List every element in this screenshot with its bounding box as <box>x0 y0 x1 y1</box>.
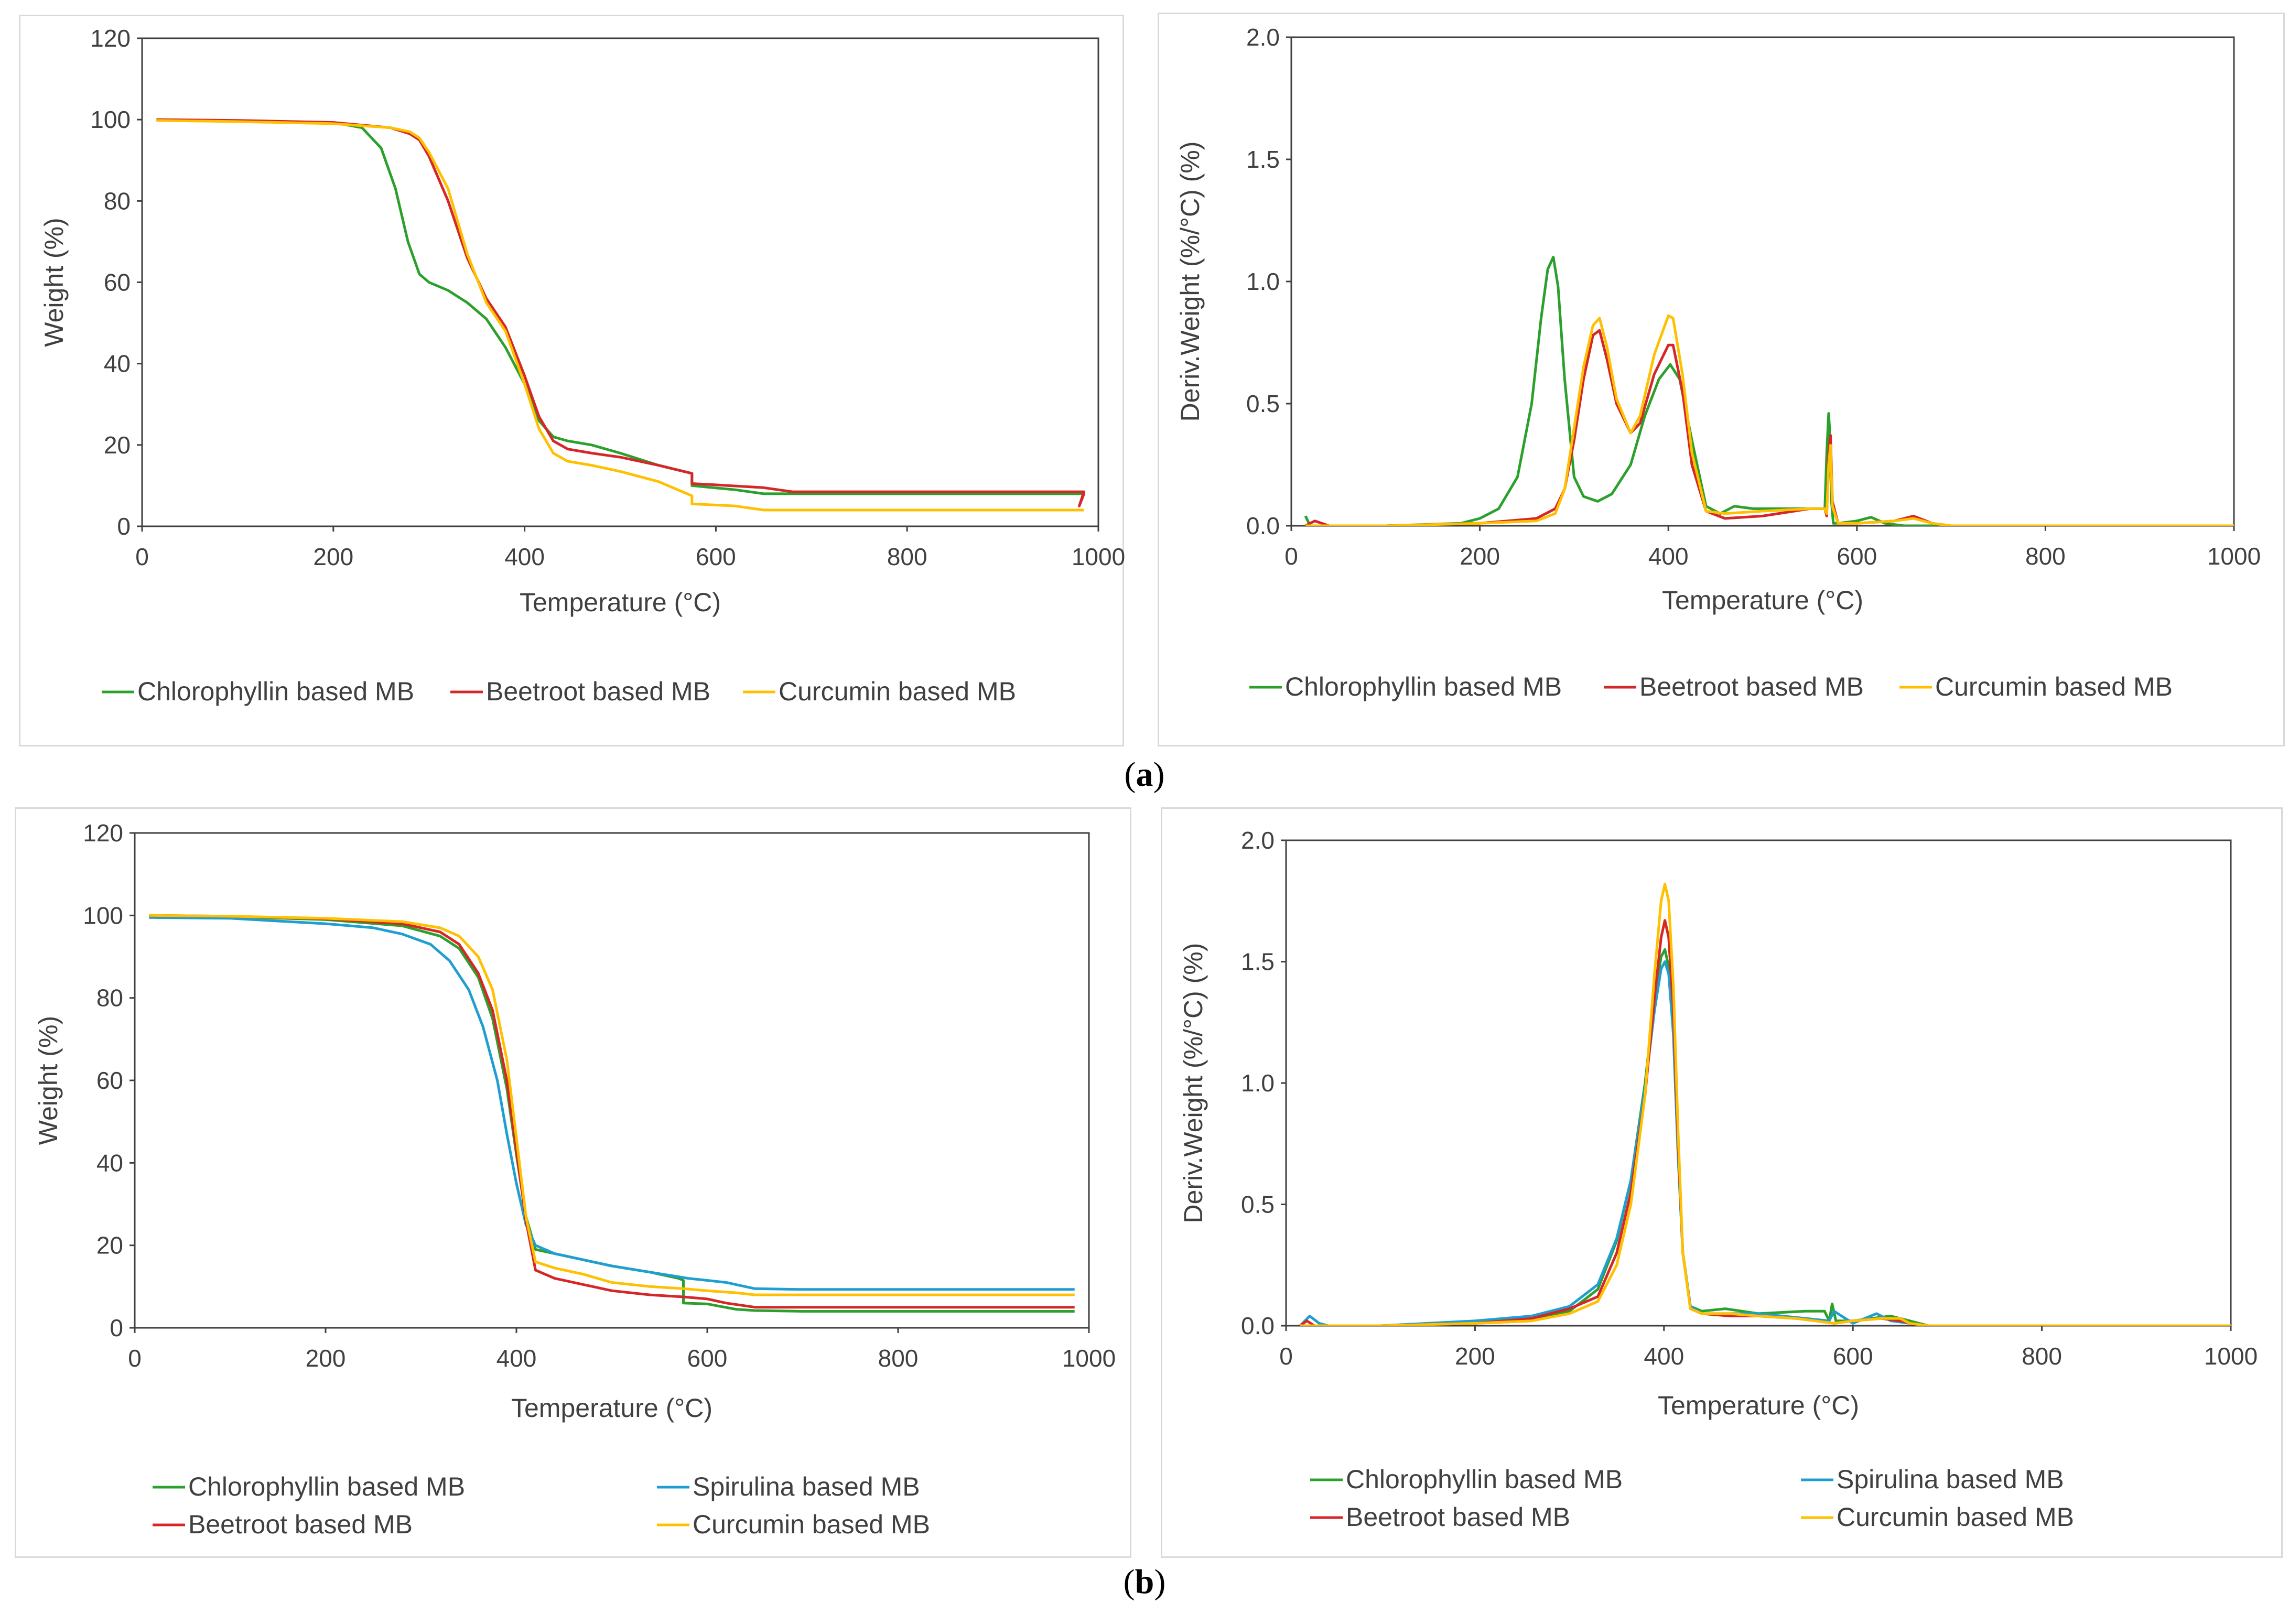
chart-panel-a-weight: 0 20 40 60 80 100 120 0 200 400 600 800 1000 Temperat… <box>19 15 1125 746</box>
y-tick-label: 1.5 <box>1246 146 1280 173</box>
x-tick-label: 400 <box>496 1345 537 1372</box>
x-axis-label: Temperature (°C) <box>520 588 721 617</box>
series-line-beetroot-based-mb <box>1304 329 2234 526</box>
y-tick-label: 0.0 <box>1241 1312 1275 1339</box>
legend-label: Beetroot based MB <box>486 677 710 706</box>
series-line-curcumin-based-mb <box>1300 882 2231 1326</box>
x-tick-label: 600 <box>696 543 736 570</box>
series-line-chlorophyllin-based-mb <box>1304 255 2234 526</box>
y-tick-label: 100 <box>83 902 123 929</box>
x-tick-label: 400 <box>1648 543 1689 570</box>
y-tick-label: 40 <box>96 1149 123 1176</box>
series-line-beetroot-based-mb <box>1299 919 2231 1326</box>
legend-label: Curcumin based MB <box>779 677 1016 706</box>
series-line-curcumin-based-mb <box>1305 314 2234 526</box>
chart-panel-a-deriv: 0.0 0.5 1.0 1.5 2.0 0 200 400 600 800 1000 Temperat… <box>1158 13 2285 746</box>
x-tick-label: 600 <box>1837 543 1877 570</box>
y-tick-label: 100 <box>90 106 131 133</box>
y-tick-label: 0 <box>117 513 131 540</box>
y-tick-label: 1.0 <box>1241 1069 1275 1097</box>
x-axis-label: Temperature (°C) <box>511 1393 712 1423</box>
chart-b-deriv-weight: 0.0 0.5 1.0 1.5 2.0 0 200 400 600 800 1000 Temperat… <box>1179 827 2258 1532</box>
y-tick-label: 80 <box>104 187 131 214</box>
x-tick-label: 1000 <box>1062 1345 1116 1372</box>
y-tick-label: 2.0 <box>1241 827 1275 854</box>
x-tick-label: 1000 <box>2207 543 2261 570</box>
y-tick-label: 120 <box>83 819 123 847</box>
y-tick-label: 0.5 <box>1246 390 1280 417</box>
legend-label: Chlorophyllin based MB <box>137 677 414 706</box>
plot-area <box>134 832 1090 1329</box>
x-tick-label: 800 <box>2022 1342 2062 1370</box>
legend-label: Curcumin based MB <box>1935 672 2173 701</box>
x-tick-label: 0 <box>128 1345 142 1372</box>
chart-panel-b-weight: 0 20 40 60 80 100 120 0 200 400 600 800 1000 Temperat… <box>15 807 1131 1558</box>
y-tick-label: 1.5 <box>1241 948 1275 976</box>
plot-area <box>1290 36 2235 527</box>
legend-label: Curcumin based MB <box>693 1510 930 1539</box>
y-tick-label: 0.5 <box>1241 1191 1275 1218</box>
x-tick-label: 200 <box>306 1345 346 1372</box>
series-line-chlorophyllin-based-mb <box>1300 948 2231 1326</box>
x-tick-label: 0 <box>1279 1342 1293 1370</box>
x-tick-label: 0 <box>135 543 149 570</box>
legend-label: Spirulina based MB <box>1837 1465 2064 1494</box>
x-tick-label: 1000 <box>2204 1342 2258 1370</box>
y-tick-label: 120 <box>90 25 131 52</box>
x-axis-label: Temperature (°C) <box>1662 586 1863 615</box>
series-line-beetroot-based-mb <box>149 914 1075 1309</box>
plot-area <box>1285 839 2232 1327</box>
x-tick-label: 1000 <box>1072 543 1125 570</box>
legend-label: Chlorophyllin based MB <box>1285 672 1562 701</box>
chart-panel-b-deriv: 0.0 0.5 1.0 1.5 2.0 0 200 400 600 800 1000 Temperat… <box>1161 807 2283 1558</box>
y-axis-label: Deriv.Weight (%/°C) (%) <box>1175 142 1205 422</box>
series-line-chlorophyllin-based-mb <box>156 118 1084 495</box>
legend-label: Chlorophyllin based MB <box>188 1472 465 1501</box>
y-tick-label: 1.0 <box>1246 268 1280 295</box>
y-axis-label: Weight (%) <box>39 218 69 347</box>
series-line-spirulina-based-mb <box>149 916 1075 1291</box>
y-tick-label: 0 <box>110 1314 123 1341</box>
series-line-curcumin-based-mb <box>156 119 1084 512</box>
x-tick-label: 600 <box>1833 1342 1873 1370</box>
y-tick-label: 60 <box>96 1067 123 1094</box>
y-tick-label: 40 <box>104 350 131 377</box>
x-tick-label: 0 <box>1284 543 1298 570</box>
x-tick-label: 200 <box>1460 543 1500 570</box>
chart-a-deriv-weight: 0.0 0.5 1.0 1.5 2.0 0 200 400 600 800 1000 Temperat… <box>1175 24 2261 701</box>
x-tick-label: 400 <box>1644 1342 1684 1370</box>
legend-label: Spirulina based MB <box>693 1472 920 1501</box>
y-axis-label: Weight (%) <box>34 1016 63 1145</box>
series-line-spirulina-based-mb <box>1299 960 2231 1326</box>
chart-a-weight: 0 20 40 60 80 100 120 0 200 400 600 800 1000 Temperat… <box>39 25 1125 706</box>
figure-label-b: (b) <box>1123 1563 1166 1601</box>
figure-label-a: (a) <box>1124 755 1165 794</box>
legend-label: Beetroot based MB <box>188 1510 413 1539</box>
y-tick-label: 0.0 <box>1246 512 1280 539</box>
y-tick-label: 80 <box>96 984 123 1012</box>
series-line-chlorophyllin-based-mb <box>149 914 1075 1313</box>
x-tick-label: 200 <box>1455 1342 1495 1370</box>
series-line-curcumin-based-mb <box>149 914 1075 1296</box>
x-tick-label: 800 <box>2025 543 2066 570</box>
series-line-beetroot-based-mb <box>156 118 1086 507</box>
y-axis-label: Deriv.Weight (%/°C) (%) <box>1179 943 1208 1224</box>
x-tick-label: 800 <box>878 1345 919 1372</box>
x-tick-label: 600 <box>687 1345 728 1372</box>
legend-label: Beetroot based MB <box>1639 672 1864 701</box>
y-tick-label: 60 <box>104 269 131 296</box>
legend-label: Chlorophyllin based MB <box>1346 1465 1623 1494</box>
legend-label: Beetroot based MB <box>1346 1502 1570 1532</box>
chart-b-weight: 0 20 40 60 80 100 120 0 200 400 600 800 1000 Temperat… <box>34 819 1116 1539</box>
x-tick-label: 800 <box>887 543 927 570</box>
y-tick-label: 2.0 <box>1246 24 1280 51</box>
x-tick-label: 400 <box>504 543 545 570</box>
y-tick-label: 20 <box>104 431 131 459</box>
legend-label: Curcumin based MB <box>1837 1502 2074 1532</box>
x-tick-label: 200 <box>313 543 353 570</box>
y-tick-label: 20 <box>96 1232 123 1259</box>
x-axis-label: Temperature (°C) <box>1658 1391 1859 1420</box>
